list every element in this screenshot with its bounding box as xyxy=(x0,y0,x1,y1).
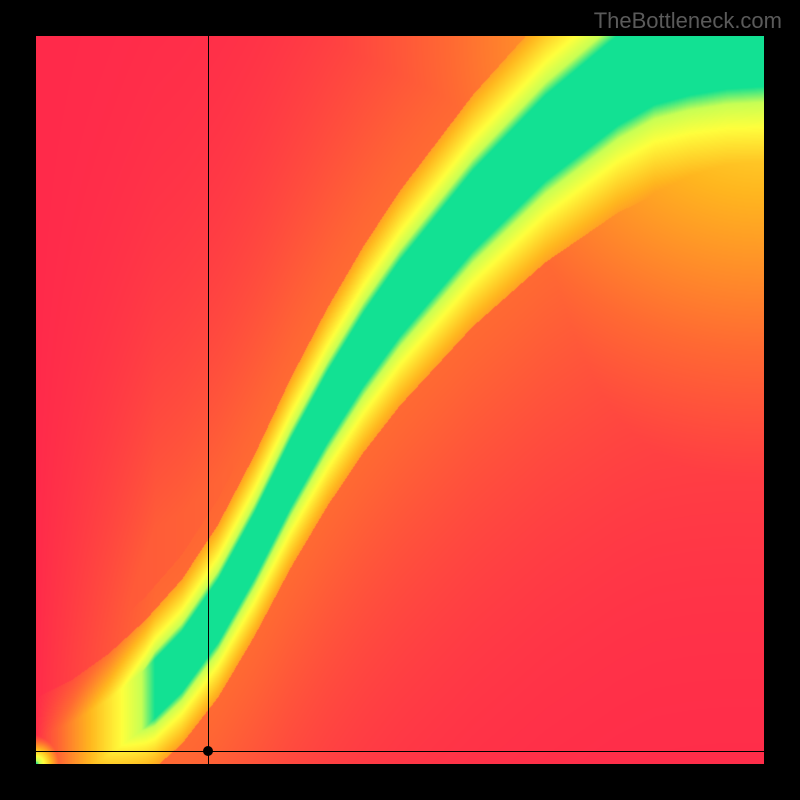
crosshair-vertical xyxy=(208,36,209,764)
heatmap-canvas xyxy=(36,36,764,764)
crosshair-horizontal xyxy=(36,751,764,752)
marker-dot xyxy=(203,746,213,756)
heatmap-plot xyxy=(36,36,764,764)
watermark-text: TheBottleneck.com xyxy=(594,8,782,34)
